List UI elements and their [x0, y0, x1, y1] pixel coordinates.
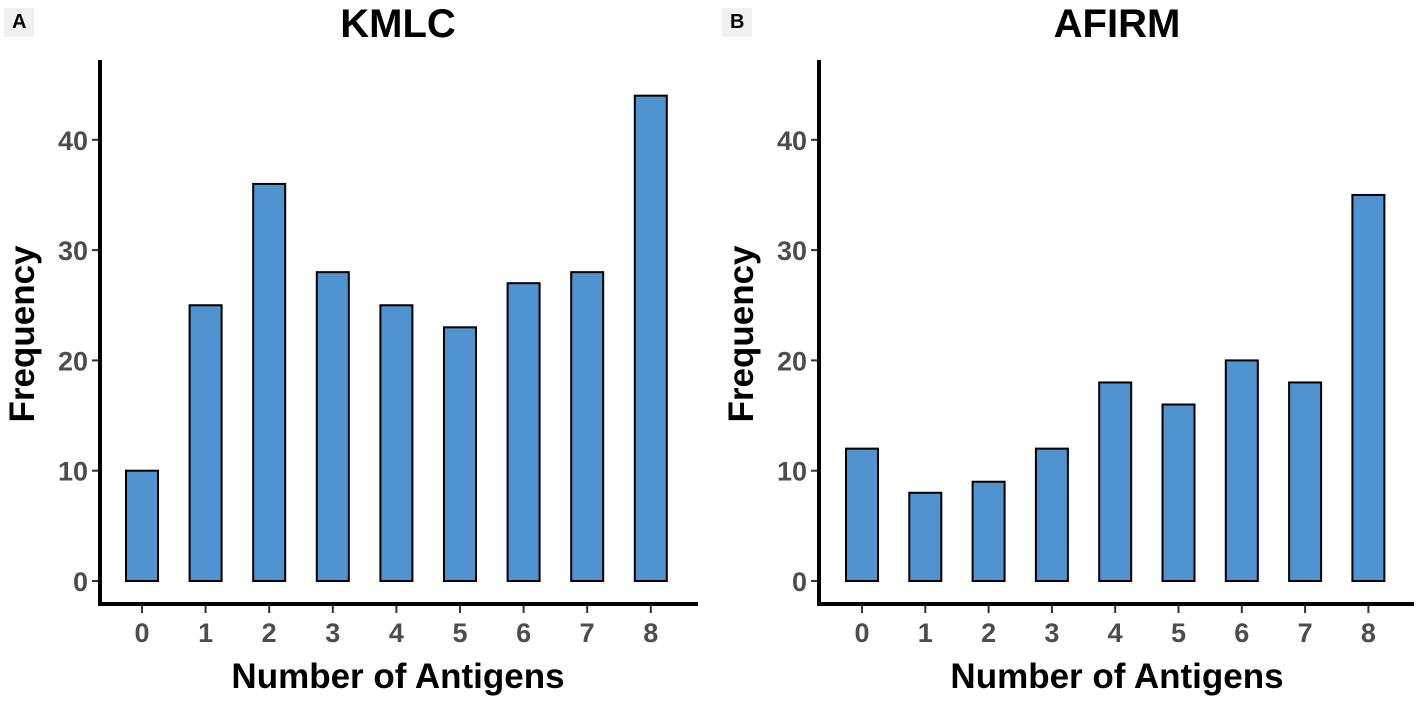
bar-7 — [570, 271, 605, 582]
bar-6 — [506, 282, 541, 582]
x-tick-label: 3 — [325, 618, 340, 648]
x-tick-label: 5 — [452, 618, 467, 648]
x-tick-label: 0 — [134, 618, 149, 648]
bar-0 — [125, 469, 159, 583]
bar-8 — [633, 94, 668, 583]
y-tick-label: 30 — [58, 236, 88, 266]
x-tick-label: 8 — [643, 618, 658, 648]
x-tick-label: 2 — [262, 618, 277, 648]
bar-series — [125, 94, 668, 583]
bar-1 — [188, 304, 223, 582]
y-tick-label: 0 — [73, 567, 88, 597]
bar-3 — [315, 271, 350, 582]
panel-label-a: A — [4, 8, 35, 37]
x-tick-label: 4 — [389, 618, 404, 648]
x-tick-label: 1 — [198, 618, 213, 648]
y-tick-label: 20 — [58, 346, 88, 376]
y-axis-title: Frequency — [3, 245, 42, 423]
bar-4 — [379, 304, 414, 582]
x-tick-label: 6 — [516, 618, 531, 648]
bar-2 — [252, 182, 287, 582]
bar-5 — [443, 326, 477, 582]
x-axis-title: Number of Antigens — [231, 657, 564, 696]
y-tick-label: 40 — [58, 126, 88, 156]
panel-label-b: B — [722, 8, 753, 37]
y-axis-ticks: 0 10 20 30 40 — [58, 126, 99, 597]
x-axis-ticks: 0 1 2 3 4 5 6 7 8 — [134, 606, 658, 648]
x-tick-label: 7 — [580, 618, 595, 648]
y-tick-label: 10 — [58, 457, 88, 487]
chart-title: KMLC — [340, 2, 456, 46]
